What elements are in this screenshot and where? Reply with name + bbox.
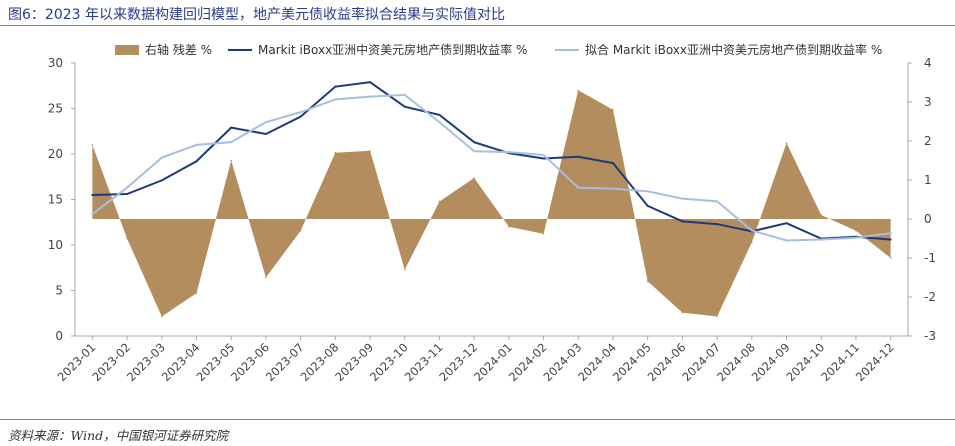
residual-data-point xyxy=(542,233,545,235)
residual-area-series xyxy=(92,90,891,317)
figure-title: 图6：2023 年以来数据构建回归模型，地产美元债收益率拟合结果与实际值对比 xyxy=(8,7,505,23)
actual-yield-point xyxy=(195,160,198,163)
residual-data-point xyxy=(577,89,580,92)
residual-data-point xyxy=(438,200,441,203)
fitted-yield-point xyxy=(91,213,94,216)
left-axis-tick-label: 0 xyxy=(55,329,63,343)
legend-swatch-residual xyxy=(115,45,139,55)
residual-data-point xyxy=(126,237,128,240)
actual-yield-point xyxy=(403,105,406,108)
actual-yield-point xyxy=(264,132,267,135)
fitted-yield-point xyxy=(611,187,614,190)
fitted-yield-point xyxy=(403,93,406,96)
residual-data-point xyxy=(751,241,753,244)
residual-data-point xyxy=(716,315,718,318)
residual-data-point xyxy=(403,268,406,271)
actual-yield-point xyxy=(611,162,614,165)
residual-data-point xyxy=(299,229,302,232)
residual-data-point xyxy=(91,144,94,146)
actual-yield-point xyxy=(577,155,580,158)
fitted-yield-point xyxy=(438,121,441,124)
fitted-yield-point xyxy=(681,197,684,200)
fitted-yield-point xyxy=(473,150,476,153)
source-note: 资料来源：Wind，中国银河证券研究院 xyxy=(8,428,229,443)
fitted-yield-point xyxy=(577,186,580,189)
chart-legend: 右轴 残差 % Markit iBoxx亚洲中资美元房地产债到期收益率 % 拟合 M… xyxy=(115,42,882,57)
left-axis-tick-label: 5 xyxy=(55,284,63,298)
right-axis-tick-label: 4 xyxy=(924,56,932,70)
right-axis-tick-label: -1 xyxy=(924,251,936,265)
residual-data-point xyxy=(160,315,163,318)
actual-yield-point xyxy=(438,113,441,116)
left-axis-tick-label: 30 xyxy=(48,56,63,70)
fitted-yield-point xyxy=(646,190,649,193)
residual-data-point xyxy=(785,142,788,144)
fitted-yield-point xyxy=(820,238,823,241)
actual-yield-point xyxy=(334,85,337,88)
fitted-yield-point xyxy=(369,95,372,98)
left-axis-tick-label: 25 xyxy=(48,102,63,116)
fitted-yield-point xyxy=(750,229,753,232)
fitted-yield-point xyxy=(230,141,233,144)
residual-data-point xyxy=(820,214,823,216)
actual-yield-point xyxy=(91,193,94,196)
left-axis-tick-label: 15 xyxy=(48,193,63,207)
fitted-yield-point xyxy=(716,200,719,203)
legend-label-fitted: 拟合 Markit iBoxx亚洲中资美元房地产债到期收益率 % xyxy=(585,42,882,57)
residual-yield-chart: 右轴 残差 % Markit iBoxx亚洲中资美元房地产债到期收益率 % 拟合 M… xyxy=(48,42,936,384)
title-rule xyxy=(0,25,955,26)
right-axis-tick-label: -3 xyxy=(924,329,936,343)
residual-data-point xyxy=(473,177,475,179)
actual-yield-point xyxy=(785,222,788,225)
actual-yield-point xyxy=(369,81,372,84)
residual-data-point xyxy=(508,226,510,228)
plot-area: 051015202530-3-2-1012342023-012023-02202… xyxy=(48,56,936,384)
actual-yield-point xyxy=(681,220,684,223)
fitted-yield-point xyxy=(334,98,337,101)
residual-data-point xyxy=(646,280,649,283)
fitted-yield-point xyxy=(195,143,198,146)
actual-yield-line xyxy=(92,81,891,241)
actual-yield-point xyxy=(160,179,163,182)
fitted-yield-point xyxy=(854,236,857,239)
fitted-yield-point xyxy=(299,111,302,114)
x-axis-tick-label: 2024-12 xyxy=(853,340,897,384)
right-axis-tick-label: 2 xyxy=(924,134,932,148)
actual-yield-point xyxy=(126,193,129,196)
actual-yield-point xyxy=(542,157,545,160)
fitted-yield-point xyxy=(785,239,788,242)
footer-rule xyxy=(0,419,955,420)
right-axis-tick-label: 1 xyxy=(924,173,932,187)
right-axis-tick-label: -2 xyxy=(924,290,936,304)
residual-data-point xyxy=(681,311,684,314)
residual-data-point xyxy=(230,159,232,162)
fitted-yield-point xyxy=(264,121,267,124)
right-axis-tick-label: 0 xyxy=(924,212,932,226)
fitted-yield-point xyxy=(507,151,510,154)
residual-data-point xyxy=(195,292,198,294)
fitted-yield-point xyxy=(160,156,163,159)
residual-data-point xyxy=(265,276,267,279)
residual-data-point xyxy=(855,229,857,232)
residual-data-point xyxy=(334,151,337,154)
actual-yield-point xyxy=(716,223,719,226)
fitted-yield-line xyxy=(91,93,891,242)
legend-label-actual: Markit iBoxx亚洲中资美元房地产债到期收益率 % xyxy=(258,42,527,57)
fitted-yield-point xyxy=(889,232,892,235)
actual-yield-point xyxy=(646,204,649,207)
fitted-yield-point xyxy=(542,153,545,156)
residual-data-point xyxy=(612,109,614,111)
legend-label-residual: 右轴 残差 % xyxy=(145,42,212,57)
fitted-yield-point xyxy=(126,186,129,189)
left-axis-tick-label: 20 xyxy=(48,147,63,161)
right-axis-tick-label: 3 xyxy=(924,95,932,109)
actual-yield-point xyxy=(230,126,233,129)
residual-data-point xyxy=(369,149,371,152)
residual-data-point xyxy=(889,257,892,259)
left-axis-tick-label: 10 xyxy=(48,238,63,252)
actual-yield-point xyxy=(473,141,476,144)
actual-yield-point xyxy=(299,115,302,118)
actual-yield-point xyxy=(889,238,892,241)
